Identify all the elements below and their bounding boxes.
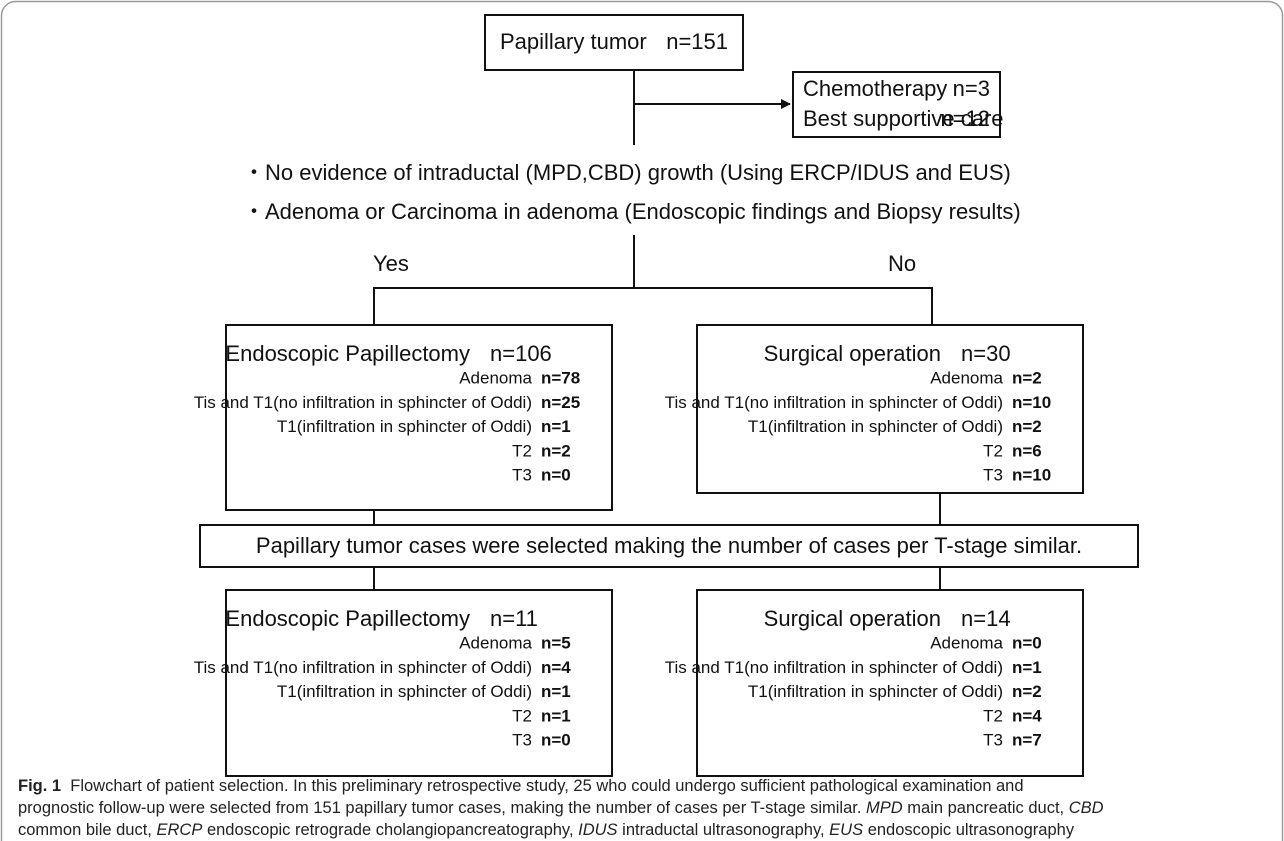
row-label: T2 xyxy=(512,706,532,725)
abbr-meaning: common bile duct, xyxy=(18,821,152,839)
branch-yes: Yes xyxy=(373,251,409,276)
abbr-meaning: endoscopic ultrasonography xyxy=(867,821,1075,839)
abbr: IDUS xyxy=(578,821,618,839)
row-label: T3 xyxy=(512,731,532,750)
selection-text: Papillary tumor cases were selected maki… xyxy=(256,533,1082,558)
row-n: n=6 xyxy=(1012,441,1042,460)
row-n: n=5 xyxy=(541,633,571,652)
abbr: ERCP xyxy=(156,821,203,839)
start-box xyxy=(484,14,744,71)
row-label: T3 xyxy=(983,731,1003,750)
excluded-label: Chemotherapy xyxy=(803,76,947,101)
row-label: T1(infiltration in sphincter of Oddi) xyxy=(748,417,1003,436)
row-label: T1(infiltration in sphincter of Oddi) xyxy=(277,417,532,436)
row-n: n=0 xyxy=(541,466,571,485)
row-n: n=2 xyxy=(541,441,571,460)
row-label: Tis and T1(no infiltration in sphincter … xyxy=(194,393,532,412)
excluded-label: Best supportive care xyxy=(803,106,1004,131)
excluded-n: n=3 xyxy=(953,76,990,101)
row-n: n=1 xyxy=(541,706,571,725)
row-n: n=0 xyxy=(1012,633,1042,652)
criterion: ・Adenoma or Carcinoma in adenoma (Endosc… xyxy=(243,199,1021,224)
group-n: n=14 xyxy=(961,606,1011,631)
row-n: n=4 xyxy=(541,658,571,677)
row-label: Tis and T1(no infiltration in sphincter … xyxy=(665,393,1003,412)
group-title: Endoscopic Papillectomy xyxy=(225,606,470,631)
row-n: n=1 xyxy=(1012,658,1042,677)
row-n: n=4 xyxy=(1012,706,1042,725)
row-label: T3 xyxy=(512,466,532,485)
row-label: Adenoma xyxy=(459,633,532,652)
caption-text: Flowchart of patient selection. In this … xyxy=(70,777,1024,795)
abbr: EUS xyxy=(829,821,864,839)
group-box xyxy=(696,589,1084,777)
row-n: n=7 xyxy=(1012,731,1042,750)
row-label: T2 xyxy=(512,441,532,460)
row-label: Adenoma xyxy=(930,633,1003,652)
group-box xyxy=(225,589,613,777)
caption-line: Fig. 1 Flowchart of patient selection. I… xyxy=(18,775,1104,797)
row-label: Tis and T1(no infiltration in sphincter … xyxy=(665,658,1003,677)
abbr-meaning: endoscopic retrograde cholangiopancreato… xyxy=(206,821,574,839)
row-n: n=2 xyxy=(1012,417,1042,436)
row-label: Tis and T1(no infiltration in sphincter … xyxy=(194,658,532,677)
caption: Fig. 1 Flowchart of patient selection. I… xyxy=(18,775,1104,841)
criterion: ・No evidence of intraductal (MPD,CBD) gr… xyxy=(243,160,1011,185)
row-n: n=78 xyxy=(541,368,580,387)
group-n: n=106 xyxy=(490,341,552,366)
row-n: n=2 xyxy=(1012,368,1042,387)
excluded-n: n=12 xyxy=(940,106,990,131)
caption-label: Fig. 1 xyxy=(18,777,62,795)
group-n: n=11 xyxy=(490,606,538,631)
row-label: Adenoma xyxy=(459,368,532,387)
caption-line: prognostic follow-up were selected from … xyxy=(18,797,1104,819)
row-label: T1(infiltration in sphincter of Oddi) xyxy=(277,682,532,701)
row-label: T2 xyxy=(983,441,1003,460)
selection-box xyxy=(199,524,1139,568)
caption-text: prognostic follow-up were selected from … xyxy=(18,799,862,817)
group-title: Surgical operation xyxy=(764,606,941,631)
row-n: n=10 xyxy=(1012,466,1051,485)
start-n: n=151 xyxy=(666,29,728,54)
row-n: n=10 xyxy=(1012,393,1051,412)
abbr-meaning: main pancreatic duct, xyxy=(907,799,1065,817)
branch-no: No xyxy=(888,251,916,276)
row-label: Adenoma xyxy=(930,368,1003,387)
row-n: n=1 xyxy=(541,682,571,701)
abbr: MPD xyxy=(866,799,903,817)
row-label: T1(infiltration in sphincter of Oddi) xyxy=(748,682,1003,701)
row-label: T3 xyxy=(983,466,1003,485)
row-label: T2 xyxy=(983,706,1003,725)
start-label: Papillary tumor xyxy=(500,29,647,54)
row-n: n=2 xyxy=(1012,682,1042,701)
excluded-box xyxy=(792,71,1001,138)
group-title: Surgical operation xyxy=(764,341,941,366)
group-box xyxy=(696,324,1084,494)
row-n: n=0 xyxy=(541,731,571,750)
abbr-meaning: intraductal ultrasonography, xyxy=(622,821,825,839)
abbr: CBD xyxy=(1068,799,1104,817)
group-box xyxy=(225,324,613,511)
caption-line: common bile duct, ERCP endoscopic retrog… xyxy=(18,819,1104,841)
group-n: n=30 xyxy=(961,341,1011,366)
row-n: n=25 xyxy=(541,393,580,412)
group-title: Endoscopic Papillectomy xyxy=(225,341,470,366)
row-n: n=1 xyxy=(541,417,571,436)
